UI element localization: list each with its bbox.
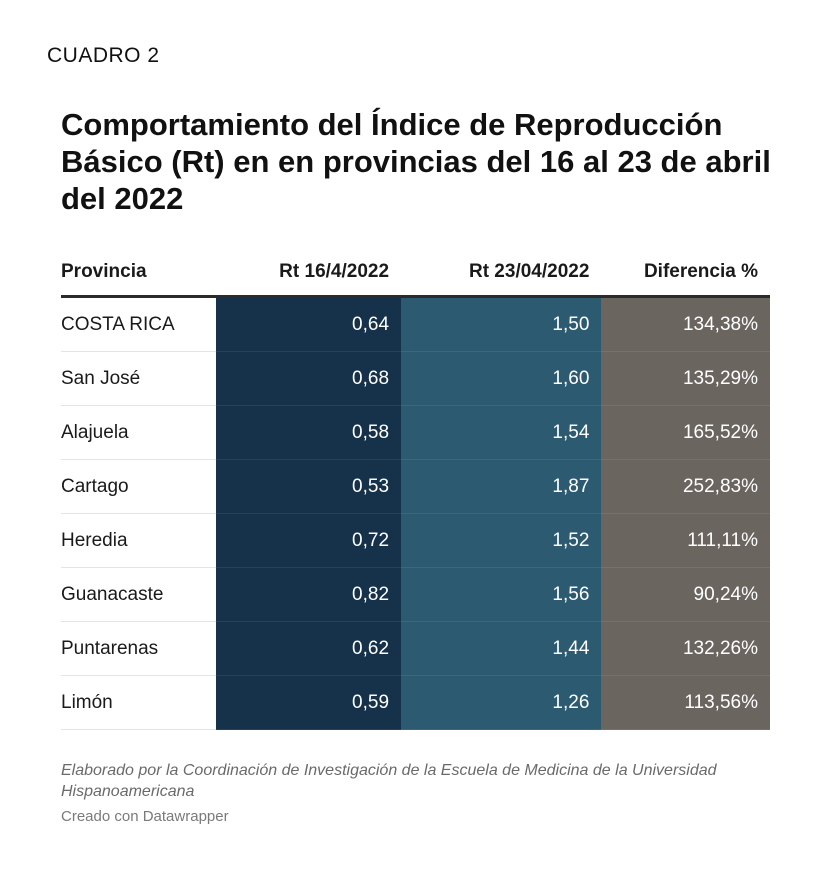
cell-provincia: COSTA RICA xyxy=(61,296,216,352)
cell-diferencia: 252,83% xyxy=(601,459,770,514)
column-header-rt-23-04: Rt 23/04/2022 xyxy=(401,248,602,298)
column-header-diferencia: Diferencia % xyxy=(601,248,770,298)
cell-diferencia: 113,56% xyxy=(601,675,770,730)
cell-rt-23-04: 1,26 xyxy=(401,675,602,730)
figure-label: CUADRO 2 xyxy=(47,44,160,67)
cell-diferencia: 135,29% xyxy=(601,351,770,406)
cell-rt-23-04: 1,87 xyxy=(401,459,602,514)
cell-provincia: Guanacaste xyxy=(61,567,216,622)
cell-diferencia: 111,11% xyxy=(601,513,770,568)
cell-provincia: San José xyxy=(61,351,216,406)
cell-provincia: Alajuela xyxy=(61,405,216,460)
cell-diferencia: 134,38% xyxy=(601,296,770,352)
cell-provincia: Limón xyxy=(61,675,216,730)
credit-link[interactable]: Creado con Datawrapper xyxy=(61,808,229,825)
table-header-row: Provincia Rt 16/4/2022 Rt 23/04/2022 Dif… xyxy=(61,248,770,298)
cell-diferencia: 132,26% xyxy=(601,621,770,676)
data-table: Provincia Rt 16/4/2022 Rt 23/04/2022 Dif… xyxy=(61,248,770,730)
cell-rt-16-4: 0,68 xyxy=(215,351,402,406)
cell-rt-16-4: 0,82 xyxy=(215,567,402,622)
cell-rt-16-4: 0,62 xyxy=(215,621,402,676)
cell-provincia: Cartago xyxy=(61,459,216,514)
table-row: Limón 0,59 1,26 113,56% xyxy=(61,675,770,730)
cell-rt-16-4: 0,72 xyxy=(215,513,402,568)
table-row: Cartago 0,53 1,87 252,83% xyxy=(61,459,770,514)
table-body: COSTA RICA 0,64 1,50 134,38% San José 0,68 1,6… xyxy=(61,296,770,730)
column-header-rt-16-4: Rt 16/4/2022 xyxy=(215,248,402,298)
cell-rt-16-4: 0,58 xyxy=(215,405,402,460)
cell-rt-16-4: 0,64 xyxy=(215,296,402,352)
source-note: Elaborado por la Coordinación de Investi… xyxy=(61,762,717,800)
cell-rt-23-04: 1,56 xyxy=(401,567,602,622)
cell-rt-23-04: 1,54 xyxy=(401,405,602,460)
cell-rt-23-04: 1,52 xyxy=(401,513,602,568)
table-row: Heredia 0,72 1,52 111,11% xyxy=(61,513,770,568)
column-header-provincia: Provincia xyxy=(61,248,216,298)
cell-diferencia: 90,24% xyxy=(601,567,770,622)
table-row: Guanacaste 0,82 1,56 90,24% xyxy=(61,567,770,622)
cell-rt-23-04: 1,50 xyxy=(401,296,602,352)
cell-rt-16-4: 0,53 xyxy=(215,459,402,514)
cell-rt-23-04: 1,44 xyxy=(401,621,602,676)
cell-provincia: Heredia xyxy=(61,513,216,568)
cell-diferencia: 165,52% xyxy=(601,405,770,460)
cell-provincia: Puntarenas xyxy=(61,621,216,676)
table-row: Alajuela 0,58 1,54 165,52% xyxy=(61,405,770,460)
chart-title: Comportamiento del Índice de Reproducció… xyxy=(61,107,771,216)
table-row: Puntarenas 0,62 1,44 132,26% xyxy=(61,621,770,676)
table-row: San José 0,68 1,60 135,29% xyxy=(61,351,770,406)
cell-rt-16-4: 0,59 xyxy=(215,675,402,730)
table-row: COSTA RICA 0,64 1,50 134,38% xyxy=(61,296,770,352)
cell-rt-23-04: 1,60 xyxy=(401,351,602,406)
